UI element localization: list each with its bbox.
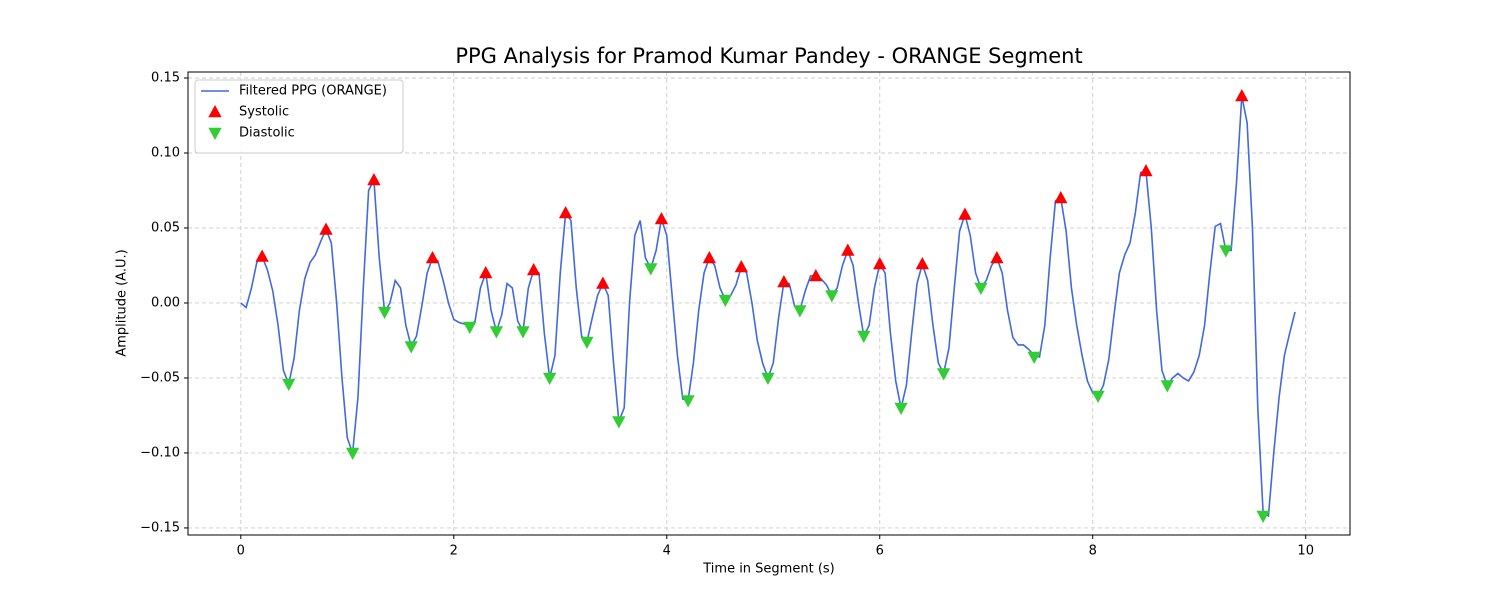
marker — [580, 336, 594, 349]
marker — [612, 416, 626, 429]
x-tick-label: 2 — [450, 544, 458, 559]
y-tick-label: 0.15 — [151, 70, 180, 85]
marker — [777, 274, 791, 288]
marker — [542, 372, 557, 385]
marker — [516, 326, 530, 339]
marker — [1027, 351, 1041, 364]
marker — [958, 207, 972, 220]
marker — [644, 263, 658, 276]
legend-label: Filtered PPG (ORANGE) — [239, 84, 387, 99]
marker — [915, 256, 929, 270]
marker — [1054, 190, 1068, 204]
marker — [377, 306, 392, 319]
y-tick-label: −0.15 — [140, 520, 180, 535]
legend-swatch — [208, 105, 222, 118]
legend: Filtered PPG (ORANGE) Systolic Diastolic — [194, 79, 404, 154]
marker — [345, 447, 360, 460]
y-tick-label: 0.10 — [151, 145, 180, 160]
marker — [1235, 88, 1249, 102]
x-axis-label: Time in Segment (s) — [702, 562, 834, 577]
y-tick-label: −0.05 — [140, 370, 180, 385]
marker — [527, 262, 541, 276]
x-tick-label: 6 — [876, 544, 884, 559]
marker — [1139, 163, 1153, 177]
y-tick-label: 0.00 — [151, 295, 180, 310]
marker — [841, 243, 855, 256]
marker — [702, 250, 717, 264]
marker — [873, 256, 887, 270]
legend-label: Diastolic — [239, 126, 295, 141]
plot-frame — [187, 71, 1351, 536]
marker — [1091, 390, 1105, 403]
marker — [489, 326, 504, 339]
marker — [761, 372, 775, 385]
marker — [1219, 245, 1233, 258]
marker — [367, 172, 381, 186]
legend-label: Systolic — [239, 105, 289, 120]
y-tick-label: 0.05 — [151, 220, 180, 235]
marker — [319, 222, 333, 235]
marker — [809, 268, 823, 282]
marker — [857, 330, 871, 343]
y-axis-label: Amplitude (A.U.) — [115, 249, 130, 356]
marker — [596, 276, 610, 289]
marker — [1160, 380, 1174, 393]
marker — [990, 250, 1004, 264]
marker — [255, 249, 269, 262]
marker — [718, 294, 732, 307]
marker — [894, 402, 908, 415]
x-tick-label: 10 — [1297, 544, 1314, 559]
marker — [825, 290, 839, 303]
marker — [558, 205, 573, 219]
marker — [282, 378, 296, 391]
x-tick-label: 4 — [663, 544, 671, 559]
y-tick-label: −0.10 — [140, 445, 180, 460]
x-tick-label: 8 — [1089, 544, 1097, 559]
marker — [936, 368, 951, 381]
marker — [681, 395, 695, 408]
marker — [463, 321, 477, 334]
x-tick-label: 0 — [237, 544, 245, 559]
marker — [404, 341, 418, 354]
legend-swatch — [208, 127, 222, 140]
legend-box — [194, 79, 404, 154]
marker — [734, 259, 748, 273]
chart-title: PPG Analysis for Pramod Kumar Pandey - O… — [455, 44, 1082, 68]
marker — [974, 282, 988, 295]
marker — [425, 250, 440, 264]
marker — [1256, 510, 1270, 523]
marker — [793, 305, 807, 318]
marker — [479, 265, 493, 279]
marker — [654, 211, 669, 225]
